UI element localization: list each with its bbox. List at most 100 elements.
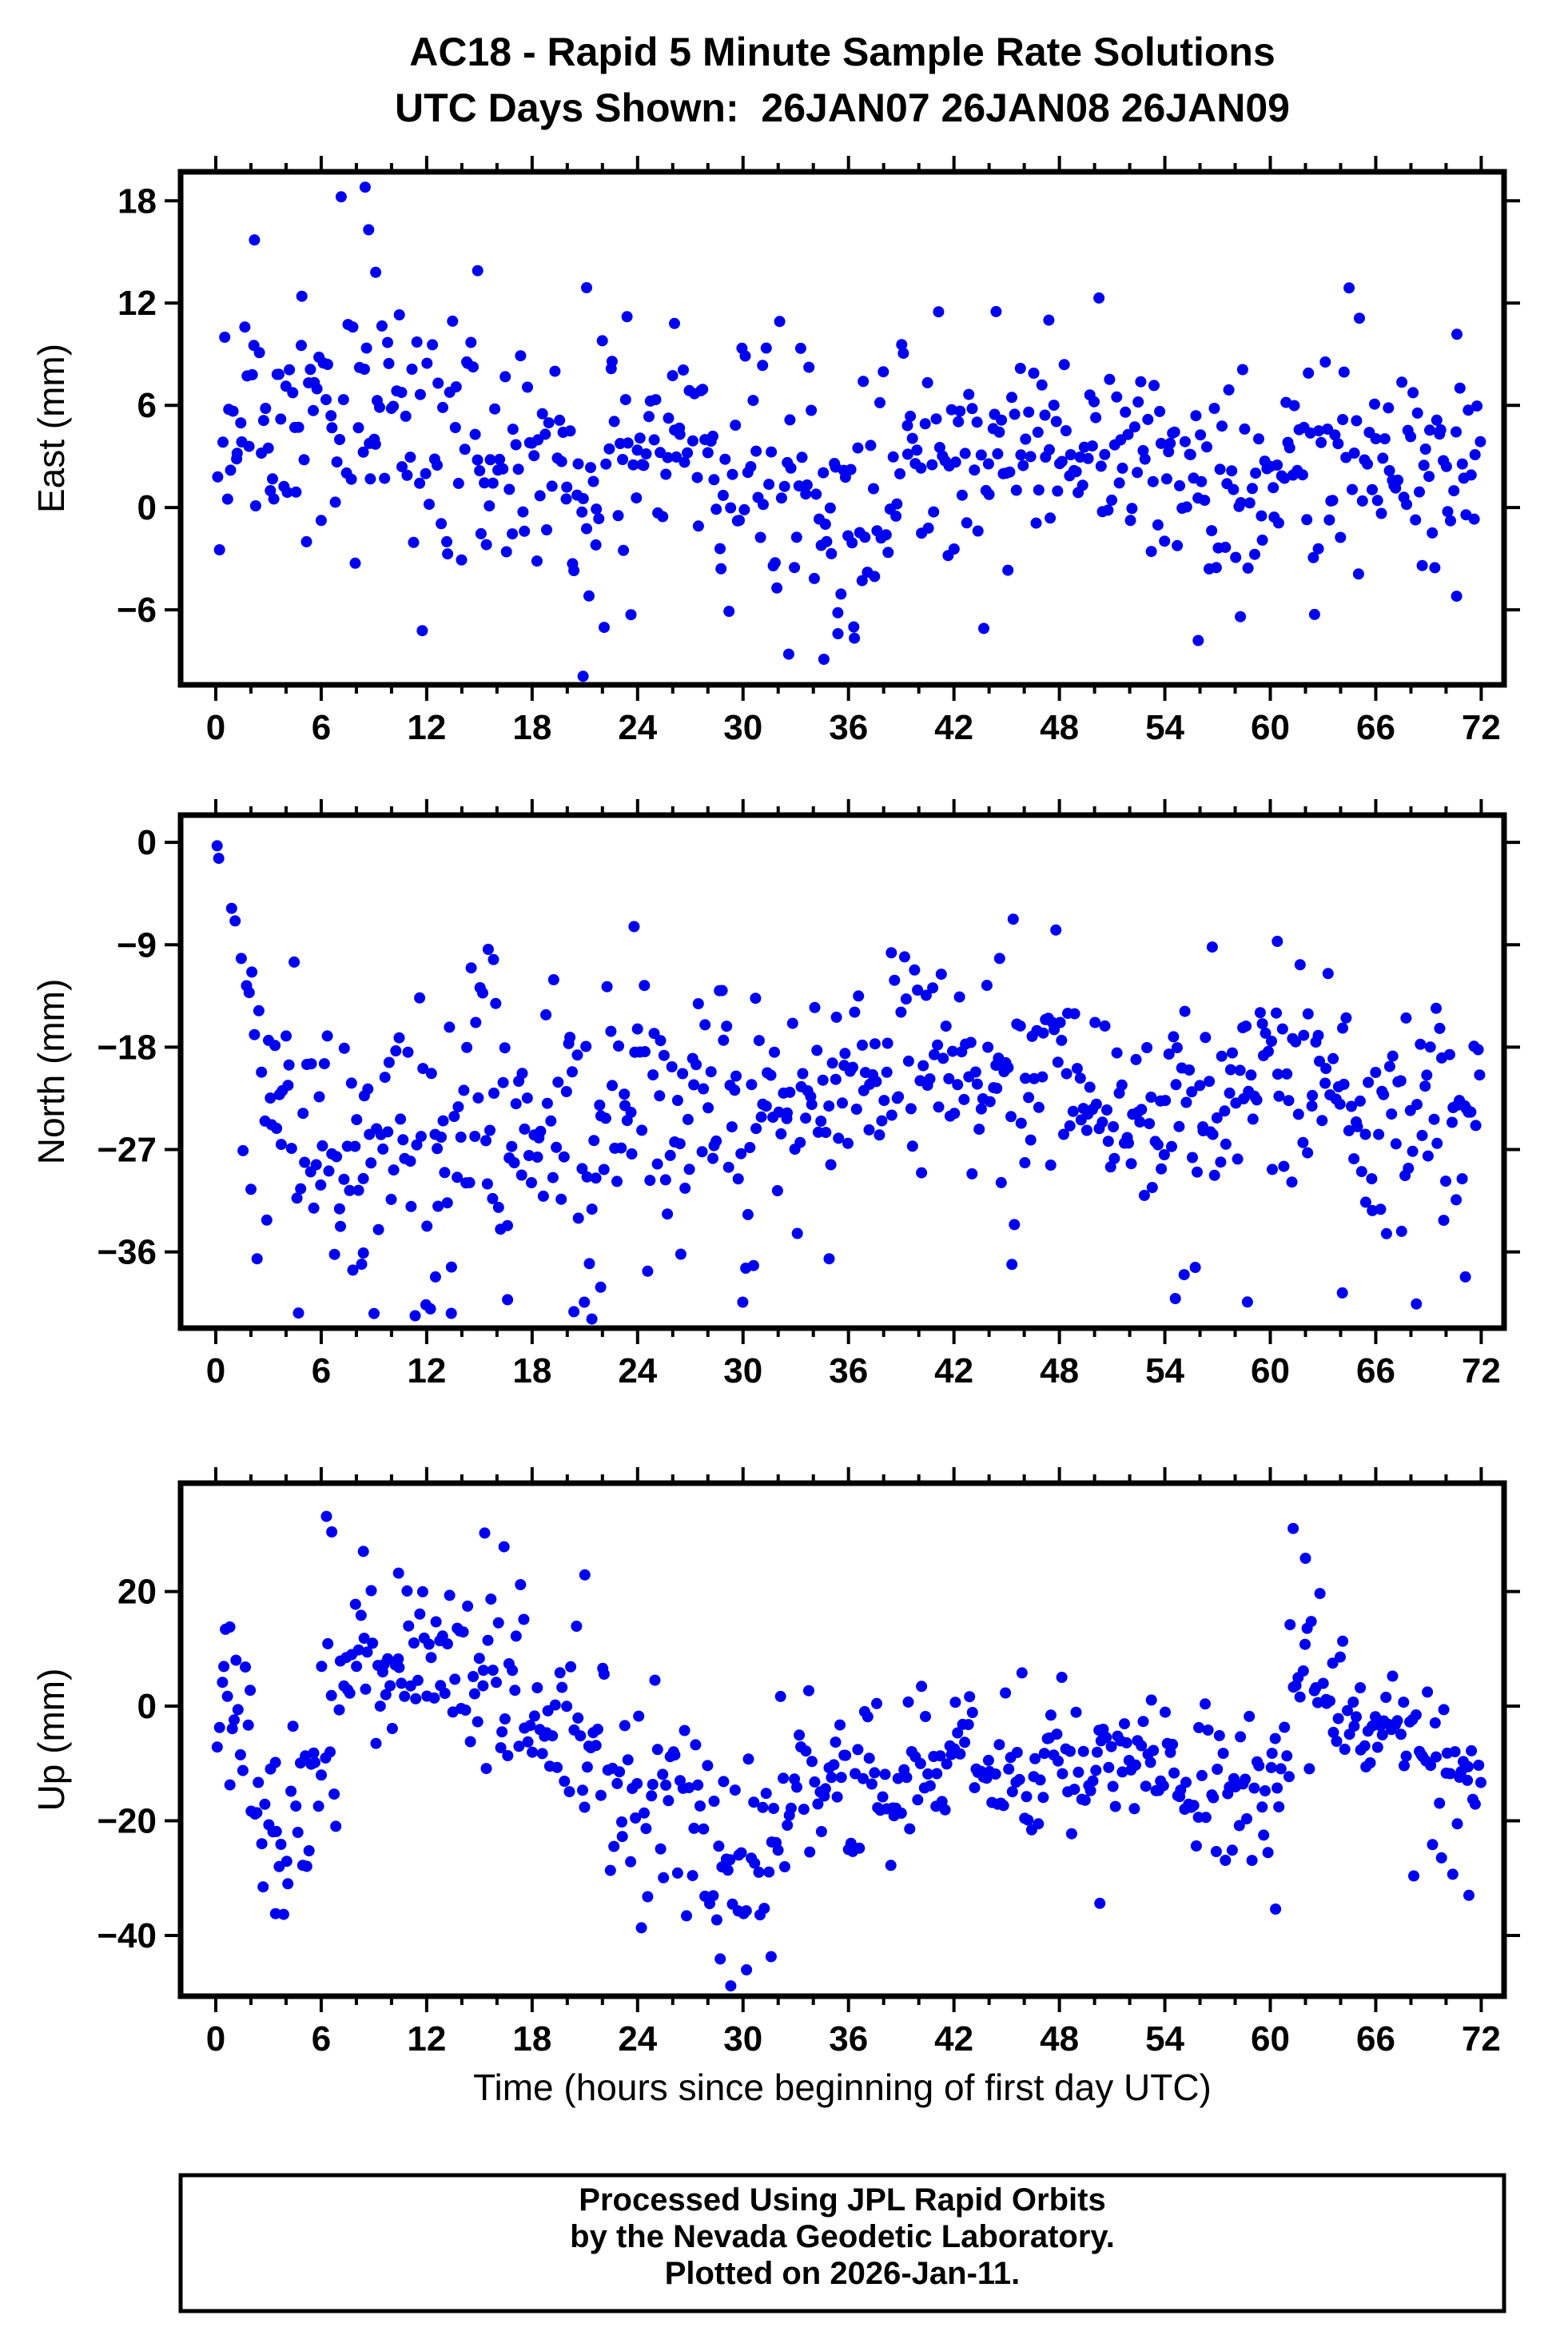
data-point <box>421 357 433 369</box>
data-point <box>1007 913 1019 925</box>
data-point <box>425 1068 437 1080</box>
data-point <box>502 1750 514 1761</box>
data-point <box>457 1626 469 1638</box>
data-point <box>702 447 714 459</box>
data-point <box>1102 1136 1114 1148</box>
data-point <box>1240 1020 1252 1032</box>
data-point <box>1438 1704 1450 1716</box>
data-point <box>912 1794 924 1806</box>
data-point <box>402 1046 414 1058</box>
data-point <box>535 1125 547 1137</box>
data-point <box>882 547 894 559</box>
data-point <box>714 1953 726 1965</box>
data-point <box>551 1761 563 1773</box>
data-point <box>1045 1160 1057 1171</box>
data-point <box>253 1004 265 1016</box>
data-point <box>558 1151 570 1163</box>
data-point <box>1332 1713 1344 1724</box>
data-point <box>958 1093 970 1105</box>
data-point <box>329 496 341 508</box>
data-point <box>1451 591 1463 603</box>
data-point <box>1323 514 1335 526</box>
data-point <box>1271 1007 1282 1019</box>
data-point <box>561 1701 573 1713</box>
data-point <box>1352 568 1364 580</box>
data-point <box>858 1772 869 1784</box>
data-point <box>993 426 1005 438</box>
data-point <box>1116 462 1128 474</box>
data-point <box>1435 1852 1447 1864</box>
data-point <box>580 1040 592 1052</box>
data-point <box>482 944 494 955</box>
data-point <box>1125 1158 1137 1170</box>
data-point <box>379 1072 391 1084</box>
data-point <box>234 1748 246 1760</box>
data-point <box>1298 1029 1310 1041</box>
data-point <box>382 336 393 348</box>
data-point <box>1126 503 1138 515</box>
data-point <box>316 1769 327 1781</box>
data-point <box>1379 433 1391 445</box>
data-point <box>1245 1069 1257 1081</box>
plot-frame <box>177 1480 1507 1999</box>
data-point <box>1226 465 1238 477</box>
data-point <box>345 1077 357 1089</box>
data-point <box>1235 611 1247 623</box>
data-point <box>1011 1747 1023 1758</box>
data-point <box>581 523 592 535</box>
data-point <box>395 1113 407 1125</box>
data-point <box>826 547 838 559</box>
data-point <box>891 498 903 510</box>
data-point <box>800 488 812 500</box>
data-point <box>646 1790 658 1802</box>
data-point <box>1268 482 1279 494</box>
data-point <box>617 454 629 465</box>
data-point <box>729 1784 741 1796</box>
data-point <box>1273 1801 1285 1813</box>
data-point <box>865 440 877 452</box>
data-point <box>644 1175 656 1187</box>
data-point <box>828 1759 840 1771</box>
data-point <box>524 1720 536 1732</box>
data-point <box>1156 1163 1168 1175</box>
y-axis-title-east: East (mm) <box>30 344 72 513</box>
data-point <box>379 472 391 484</box>
data-point <box>818 467 830 479</box>
data-point <box>432 1143 444 1155</box>
data-point <box>497 1076 509 1088</box>
data-point <box>308 404 319 416</box>
data-point <box>1355 1166 1367 1178</box>
data-point <box>1158 1149 1170 1160</box>
data-point <box>1216 420 1228 432</box>
data-point <box>1208 403 1220 414</box>
data-point <box>417 1063 429 1075</box>
data-point <box>388 1164 400 1176</box>
data-point <box>1044 444 1055 455</box>
data-point <box>880 529 892 541</box>
data-point <box>863 1752 875 1764</box>
data-point <box>1089 1016 1101 1028</box>
data-point <box>932 1039 944 1051</box>
data-point <box>1376 1728 1388 1740</box>
data-point <box>1469 449 1481 460</box>
data-point <box>1356 495 1368 507</box>
data-point <box>1375 1203 1387 1215</box>
data-point <box>374 401 385 413</box>
data-point <box>1355 1682 1367 1693</box>
data-point <box>929 1048 940 1060</box>
data-point <box>1359 1196 1371 1208</box>
data-point <box>1440 460 1452 472</box>
data-point <box>1019 1157 1031 1168</box>
data-point <box>484 1124 495 1136</box>
data-point <box>902 1696 914 1708</box>
data-point <box>1267 1164 1278 1176</box>
data-point <box>1424 1041 1436 1053</box>
data-point <box>477 1665 489 1677</box>
data-point <box>737 1296 749 1308</box>
data-point <box>359 181 371 193</box>
data-point <box>626 1148 638 1160</box>
data-point <box>666 1061 678 1072</box>
data-point <box>869 1038 881 1050</box>
data-point <box>1100 1732 1112 1744</box>
